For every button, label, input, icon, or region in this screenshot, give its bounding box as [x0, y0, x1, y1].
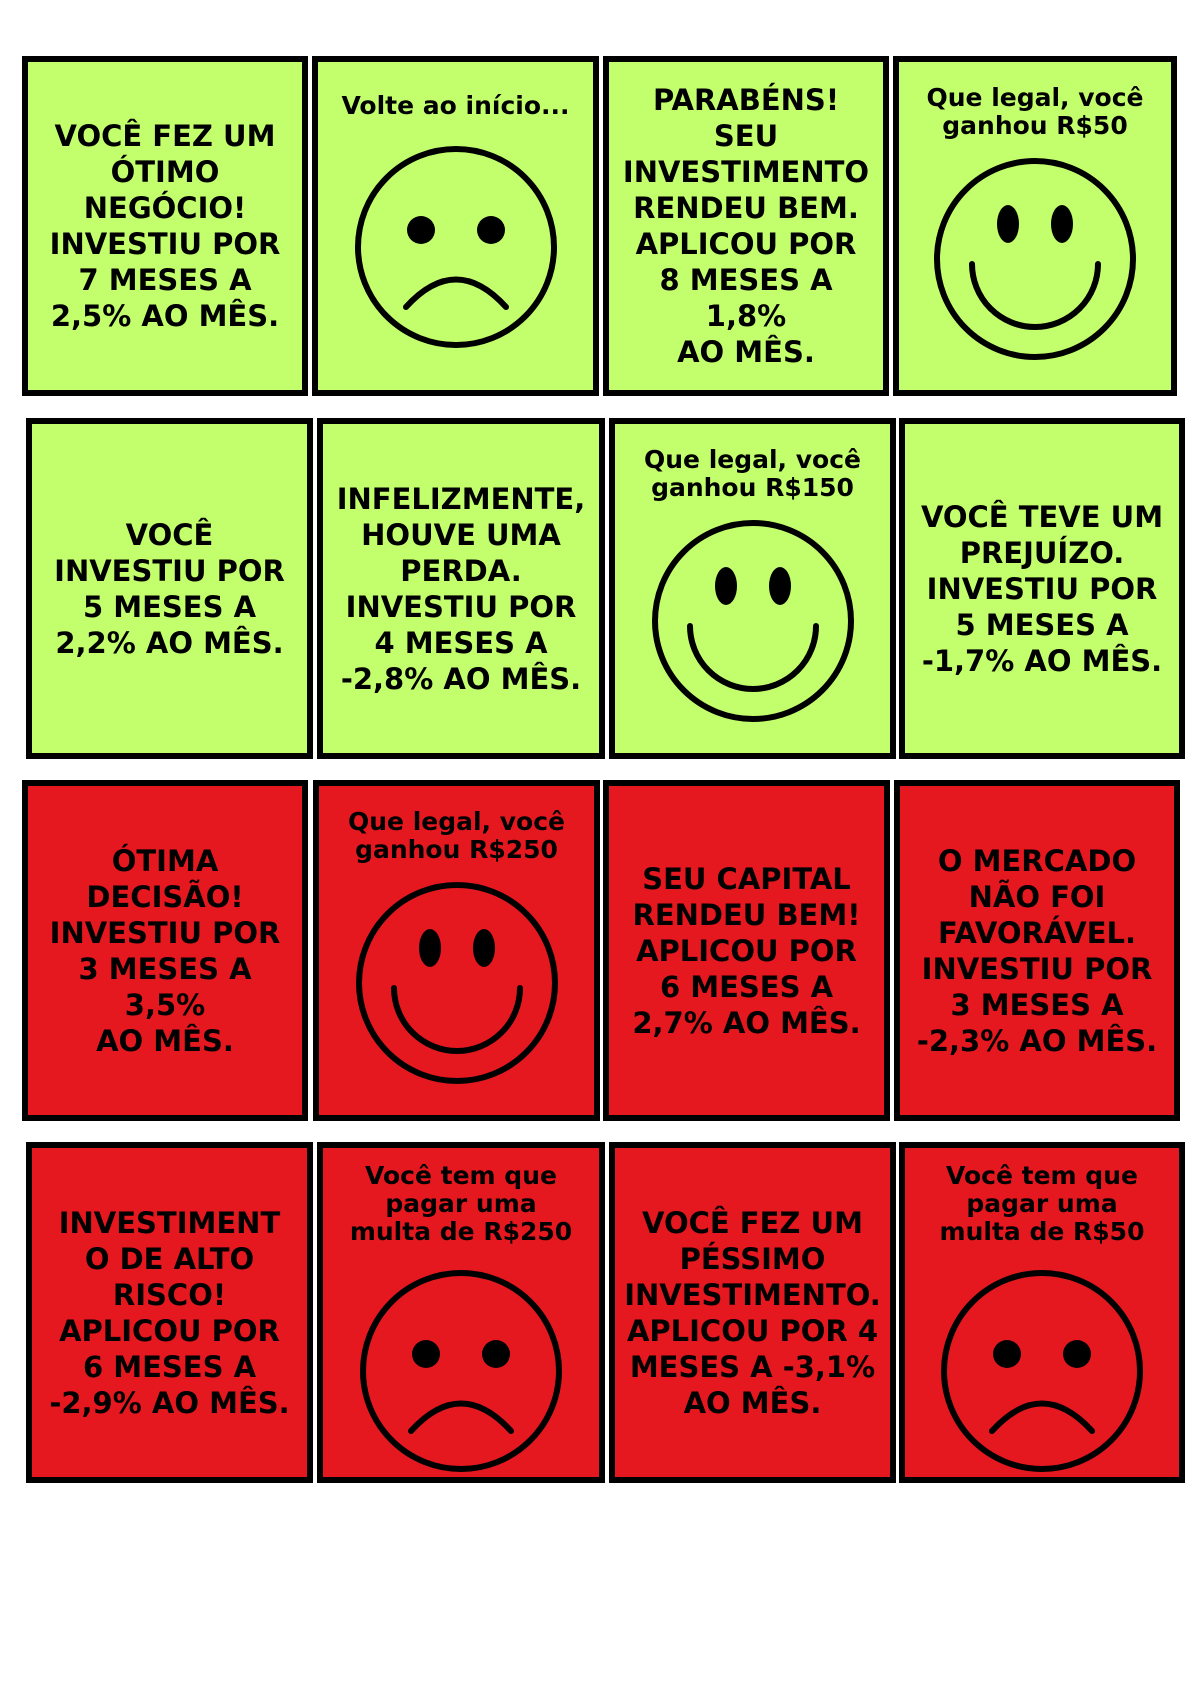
card-text: SEU CAPITAL RENDEU BEM! APLICOU POR 6 ME… [632, 861, 861, 1040]
card-text: VOCÊ INVESTIU POR 5 MESES A 2,2% AO MÊS. [54, 517, 285, 660]
game-card-7: Que legal, você ganhou R$150 [609, 418, 896, 759]
card-text: ÓTIMA DECISÃO! INVESTIU POR 3 MESES A 3,… [49, 843, 281, 1058]
game-card-15: VOCÊ FEZ UM PÉSSIMO INVESTIMENTO. APLICO… [609, 1142, 896, 1483]
game-card-9: ÓTIMA DECISÃO! INVESTIU POR 3 MESES A 3,… [22, 780, 308, 1121]
card-caption: Você tem que pagar uma multa de R$250 [349, 1161, 573, 1246]
game-card-2: Volte ao início... [312, 56, 599, 396]
game-card-4: Que legal, você ganhou R$50 [893, 56, 1177, 396]
card-text: PARABÉNS! SEU INVESTIMENTO RENDEU BEM. A… [622, 83, 870, 369]
game-card-3: PARABÉNS! SEU INVESTIMENTO RENDEU BEM. A… [603, 56, 889, 396]
game-card-6: INFELIZMENTE, HOUVE UMA PERDA. INVESTIU … [317, 418, 605, 759]
game-card-8: VOCÊ TEVE UM PREJUÍZO. INVESTIU POR 5 ME… [899, 418, 1185, 759]
sad-face-icon [360, 1270, 562, 1472]
happy-face-icon [355, 882, 558, 1084]
game-card-5: VOCÊ INVESTIU POR 5 MESES A 2,2% AO MÊS. [26, 418, 313, 759]
card-text: VOCÊ TEVE UM PREJUÍZO. INVESTIU POR 5 ME… [920, 499, 1164, 678]
game-card-10: Que legal, você ganhou R$250 [313, 780, 600, 1121]
game-card-12: O MERCADO NÃO FOI FAVORÁVEL. INVESTIU PO… [894, 780, 1180, 1121]
card-caption: Volte ao início... [341, 91, 570, 120]
game-card-14: Você tem que pagar uma multa de R$250 [317, 1142, 605, 1483]
card-text: INVESTIMENT O DE ALTO RISCO! APLICOU POR… [49, 1205, 290, 1420]
card-text: INFELIZMENTE, HOUVE UMA PERDA. INVESTIU … [336, 481, 586, 696]
card-caption: Que legal, você ganhou R$50 [926, 83, 1144, 140]
game-card-16: Você tem que pagar uma multa de R$50 [899, 1142, 1185, 1483]
card-text: O MERCADO NÃO FOI FAVORÁVEL. INVESTIU PO… [916, 843, 1158, 1058]
game-card-1: VOCÊ FEZ UM ÓTIMO NEGÓCIO! INVESTIU POR … [22, 56, 308, 396]
happy-face-icon [934, 158, 1136, 360]
card-text: VOCÊ FEZ UM ÓTIMO NEGÓCIO! INVESTIU POR … [49, 119, 281, 333]
happy-face-icon [651, 520, 854, 722]
card-caption: Que legal, você ganhou R$150 [643, 445, 862, 502]
sad-face-icon [354, 146, 557, 348]
game-card-13: INVESTIMENT O DE ALTO RISCO! APLICOU POR… [26, 1142, 313, 1483]
card-caption: Que legal, você ganhou R$250 [347, 807, 566, 864]
card-caption: Você tem que pagar uma multa de R$50 [939, 1161, 1145, 1246]
card-text: VOCÊ FEZ UM PÉSSIMO INVESTIMENTO. APLICO… [624, 1205, 881, 1420]
game-card-11: SEU CAPITAL RENDEU BEM! APLICOU POR 6 ME… [603, 780, 890, 1121]
sad-face-icon [941, 1270, 1143, 1472]
